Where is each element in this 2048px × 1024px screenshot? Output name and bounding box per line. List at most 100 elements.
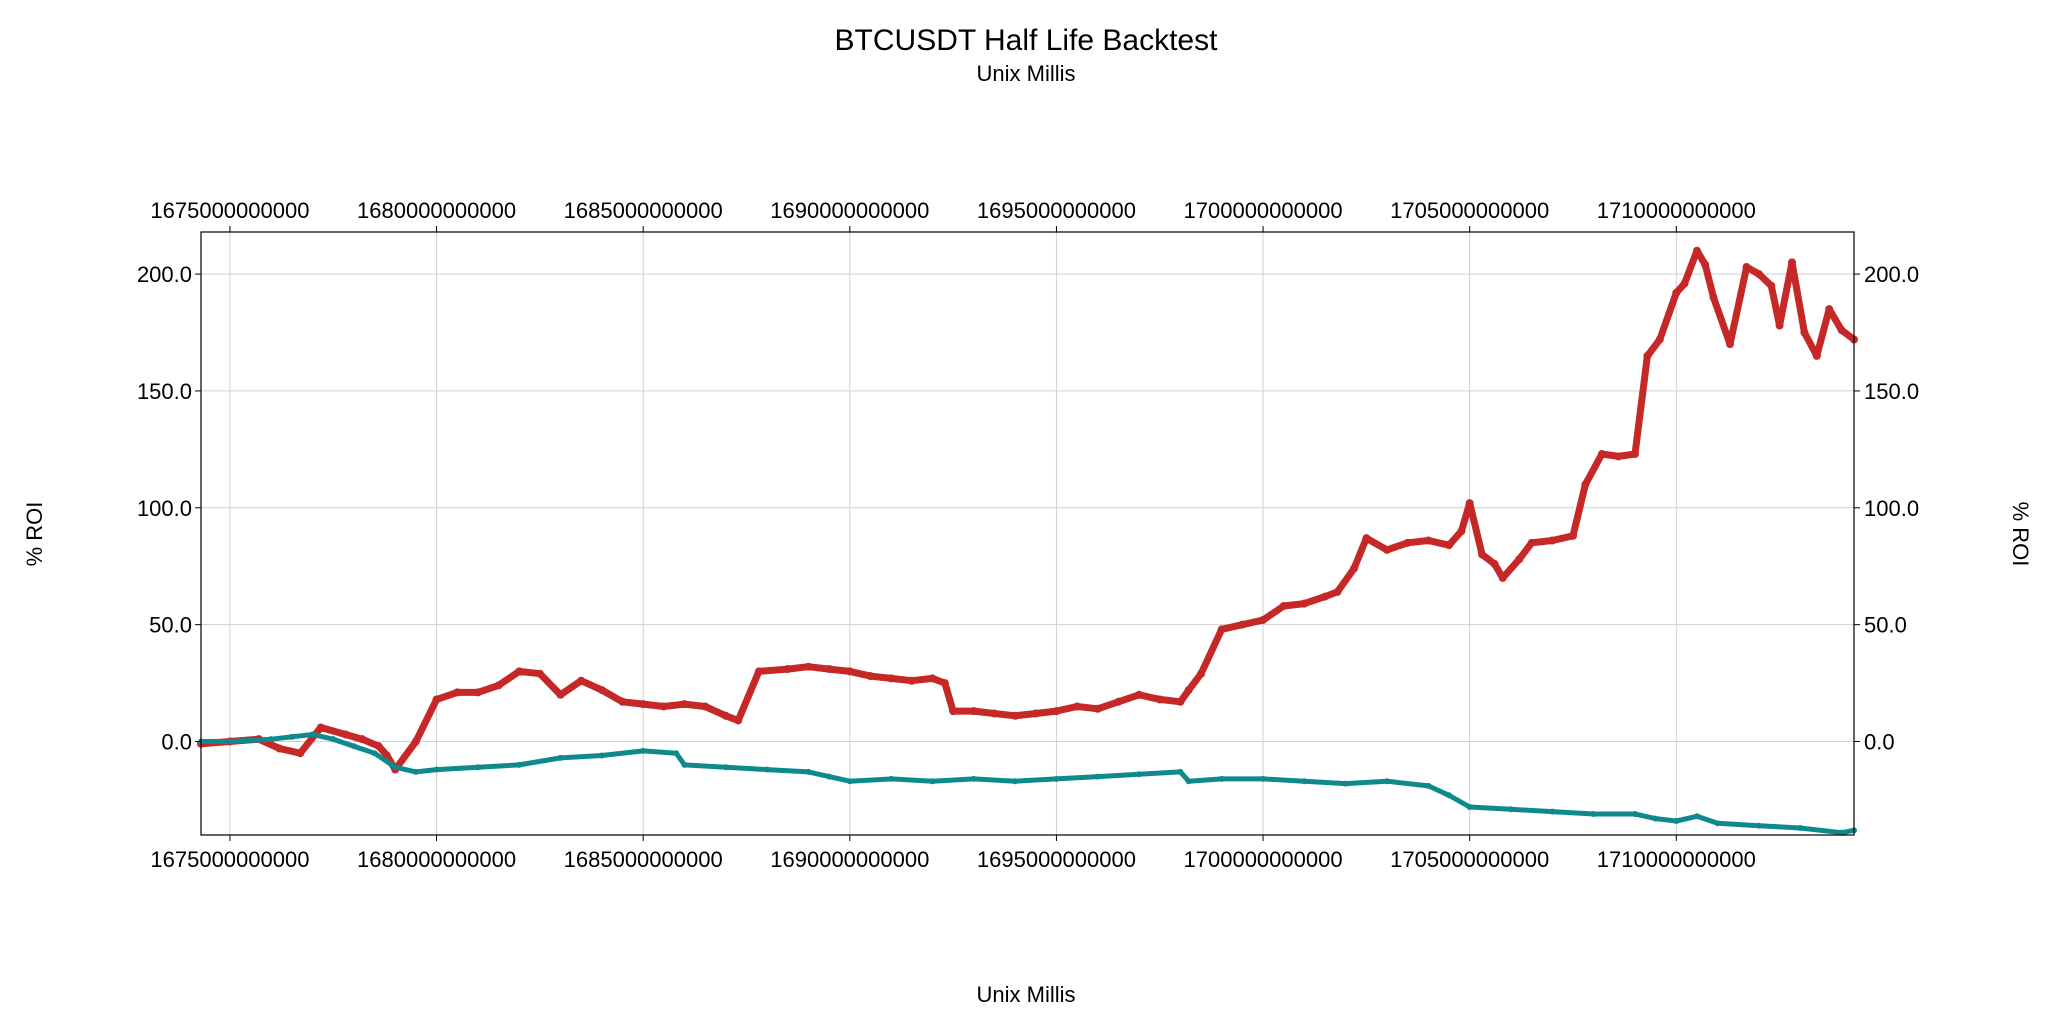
- chart-title: BTCUSDT Half Life Backtest: [835, 24, 1219, 57]
- series-2-point: [1673, 817, 1680, 824]
- series-1-point: [1465, 499, 1474, 508]
- series-1-point: [1362, 534, 1371, 543]
- series-1-point: [1300, 599, 1309, 608]
- series-1-point: [1052, 707, 1061, 716]
- series-1-point: [1692, 246, 1701, 255]
- x-tick-label-bottom: 1700000000000: [1184, 847, 1343, 872]
- series-line-2: [198, 732, 1857, 836]
- series-2-point: [1631, 810, 1638, 817]
- series-1-point: [1321, 592, 1330, 601]
- series-1-point: [659, 702, 668, 711]
- series-2-point: [1218, 775, 1225, 782]
- series-2-point: [970, 775, 977, 782]
- series-1-point: [453, 688, 462, 697]
- series-1-point: [1333, 587, 1342, 596]
- series-2-point: [330, 736, 337, 743]
- series-2-point: [1838, 829, 1845, 836]
- series-1-point: [1837, 326, 1846, 335]
- series-1-point: [1457, 527, 1466, 536]
- y-tick-label-right: 150.0: [1864, 379, 1919, 404]
- series-1-point: [1383, 545, 1392, 554]
- series-1-point: [887, 674, 896, 683]
- series-2-point: [1797, 824, 1804, 831]
- x-tick-label-bottom: 1695000000000: [977, 847, 1136, 872]
- x-tick-label-top: 1700000000000: [1184, 198, 1343, 223]
- series-2-point: [1384, 778, 1391, 785]
- series-2-point: [371, 750, 378, 757]
- series-1-point: [1184, 686, 1193, 695]
- series-2-point: [516, 761, 523, 768]
- series-2-point: [474, 764, 481, 771]
- series-2-point: [764, 766, 771, 773]
- series-1-point: [432, 695, 441, 704]
- series-1-point: [1701, 260, 1710, 269]
- series-2-point: [268, 736, 275, 743]
- series-2-point: [226, 738, 233, 745]
- series-1-point: [1217, 625, 1226, 634]
- series-1-point: [1672, 288, 1681, 297]
- series-1-point: [940, 679, 949, 688]
- x-tick-label-top: 1685000000000: [564, 198, 723, 223]
- series-1-point: [358, 735, 367, 744]
- series-1-point: [990, 709, 999, 718]
- series-layer: [197, 246, 1858, 836]
- series-1-point: [1478, 550, 1487, 559]
- y-tick-label-right: 200.0: [1864, 262, 1919, 287]
- series-line-1: [197, 247, 1858, 774]
- series-2-point: [1342, 780, 1349, 787]
- series-2-point: [929, 778, 936, 785]
- series-1-point: [1548, 536, 1557, 545]
- series-1-point: [1155, 695, 1164, 704]
- x-tick-label-top: 1705000000000: [1390, 198, 1549, 223]
- series-1-point: [825, 665, 834, 674]
- series-1-point: [1445, 541, 1454, 550]
- series-1-point: [1424, 536, 1433, 545]
- series-1-point: [1767, 281, 1776, 290]
- series-2-point: [1652, 815, 1659, 822]
- series-1-point: [1800, 328, 1809, 337]
- x-tick-label-top: 1680000000000: [357, 198, 516, 223]
- series-2-point: [681, 761, 688, 768]
- series-1-point: [341, 730, 350, 739]
- series-1-point: [1630, 450, 1639, 459]
- series-1-point: [734, 716, 743, 725]
- series-2-point: [1012, 778, 1019, 785]
- series-1-point: [1597, 450, 1606, 459]
- y-tick-label-right: 100.0: [1864, 496, 1919, 521]
- series-1-point: [316, 723, 325, 732]
- series-1-point: [949, 707, 958, 716]
- x-tick-label-top: 1690000000000: [770, 198, 929, 223]
- series-1-point: [535, 669, 544, 678]
- series-1-point: [1614, 452, 1623, 461]
- series-1-point: [1073, 702, 1082, 711]
- series-1-point: [1279, 601, 1288, 610]
- series-2-point: [309, 731, 316, 738]
- series-1-point: [783, 665, 792, 674]
- series-1-point: [411, 737, 420, 746]
- x-tick-label-bottom: 1705000000000: [1390, 847, 1549, 872]
- series-2-point: [392, 764, 399, 771]
- series-2-point: [1185, 778, 1192, 785]
- series-2-point: [640, 747, 647, 754]
- series-1-point: [907, 676, 916, 685]
- series-1-point: [1515, 555, 1524, 564]
- series-1-point: [577, 676, 586, 685]
- y-axis-label-right: % ROI: [2008, 502, 2033, 567]
- y-tick-label-right: 0.0: [1864, 730, 1895, 755]
- series-1-point: [1726, 340, 1735, 349]
- series-1-point: [1812, 351, 1821, 360]
- series-2-point: [1136, 771, 1143, 778]
- series-1-point: [515, 667, 524, 676]
- series-2-point: [1053, 775, 1060, 782]
- series-1-point: [1680, 279, 1689, 288]
- series-2-point: [433, 766, 440, 773]
- y-tick-label-left: 0.0: [161, 730, 192, 755]
- grid: [201, 232, 1854, 835]
- series-1-point: [1655, 335, 1664, 344]
- series-1-point: [1742, 263, 1751, 272]
- y-tick-label-left: 200.0: [137, 262, 192, 287]
- series-1-point: [1176, 697, 1185, 706]
- x-tick-label-top: 1675000000000: [150, 198, 309, 223]
- series-1-point: [701, 702, 710, 711]
